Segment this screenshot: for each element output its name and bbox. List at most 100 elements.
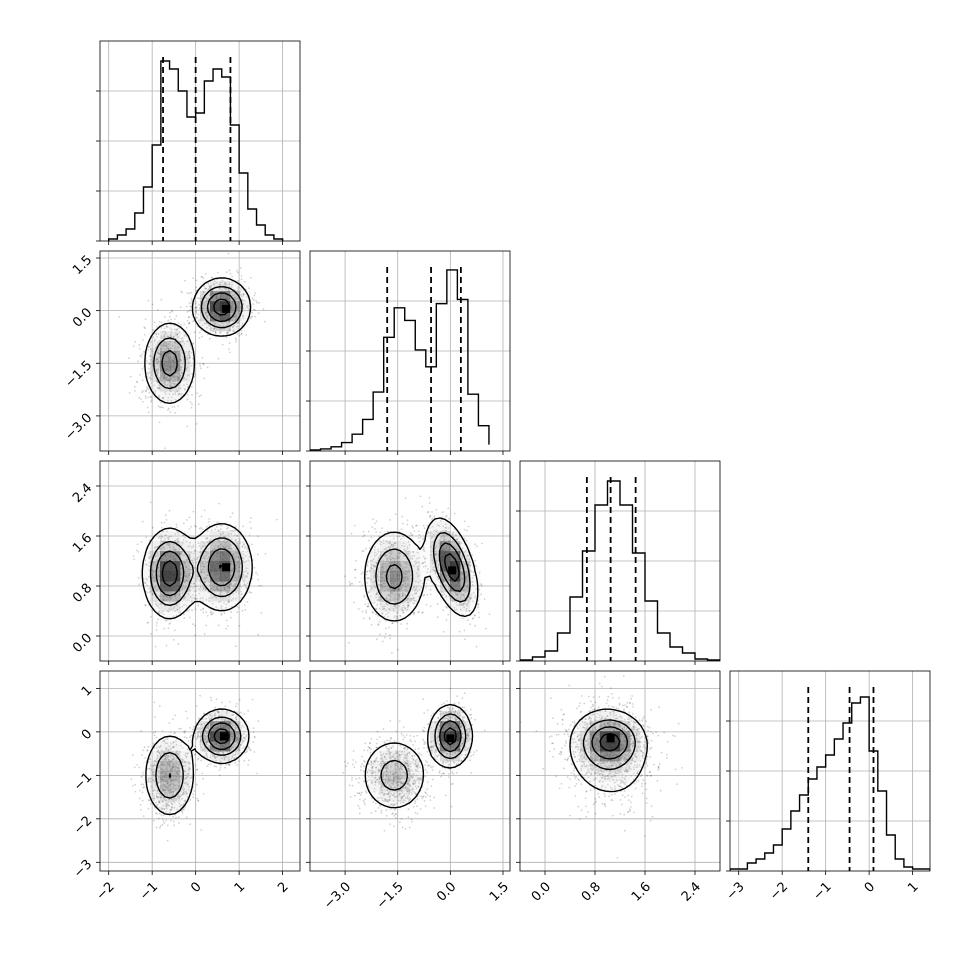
scatter-point	[435, 546, 437, 549]
scatter-point	[243, 584, 246, 586]
scatter-point	[143, 333, 146, 336]
scatter-point	[392, 610, 395, 612]
density-cell	[170, 331, 181, 342]
scatter-point	[445, 596, 448, 598]
scatter-point	[257, 633, 259, 636]
scatter-point	[251, 297, 254, 300]
contour-level-1	[153, 286, 243, 390]
scatter-point	[230, 611, 233, 614]
scatter-point	[422, 562, 424, 564]
density-cell	[150, 601, 161, 612]
scatter-point	[375, 596, 378, 599]
scatter-point	[139, 354, 141, 357]
scatter-point	[157, 605, 160, 607]
scatter-point	[174, 318, 176, 320]
scatter-point	[156, 356, 159, 358]
scatter-point	[139, 374, 141, 376]
scatter-point	[219, 593, 222, 596]
scatter-point	[170, 334, 172, 336]
scatter-point	[387, 546, 390, 548]
scatter-point	[163, 547, 166, 550]
scatter-point	[455, 608, 458, 611]
scatter-point	[242, 525, 245, 528]
scatter-point	[202, 363, 205, 366]
scatter-point	[151, 609, 154, 612]
scatter-point	[448, 595, 451, 598]
scatter-point	[218, 502, 220, 505]
scatter-point	[175, 549, 177, 551]
scatter-point	[175, 526, 178, 528]
scatter-point	[151, 350, 154, 352]
density-cell	[240, 301, 251, 312]
scatter-point	[156, 604, 158, 607]
density-cell	[190, 321, 201, 332]
scatter-point	[169, 381, 172, 383]
density-cell	[150, 611, 161, 622]
scatter-point	[414, 592, 416, 595]
scatter-point	[263, 320, 266, 323]
scatter-point	[169, 384, 172, 386]
scatter-point	[368, 569, 371, 572]
scatter-point	[174, 412, 177, 414]
scatter-point	[195, 306, 198, 308]
scatter-point	[207, 282, 210, 285]
scatter-point	[433, 570, 436, 572]
scatter-point	[180, 371, 183, 374]
scatter-point	[189, 556, 191, 558]
scatter-point	[230, 583, 233, 585]
scatter-point	[451, 592, 453, 594]
scatter-point	[189, 309, 192, 311]
scatter-point	[204, 581, 207, 584]
scatter-point	[160, 521, 163, 524]
scatter-point	[222, 322, 224, 325]
scatter-point	[456, 538, 459, 541]
scatter-point	[174, 610, 177, 612]
scatter-point	[219, 600, 222, 603]
scatter-point	[445, 530, 448, 532]
scatter-point	[175, 329, 178, 331]
scatter-point	[160, 336, 163, 339]
scatter-point	[148, 568, 151, 571]
scatter-point	[188, 356, 191, 359]
scatter-point	[152, 794, 155, 797]
scatter-point	[445, 514, 448, 517]
scatter-point	[156, 359, 159, 361]
scatter-point	[148, 363, 151, 365]
scatter-point	[156, 361, 159, 364]
scatter-point	[169, 622, 172, 624]
density-cell	[400, 601, 411, 612]
scatter-point	[223, 612, 226, 615]
scatter-point	[375, 593, 378, 595]
density-cell	[140, 591, 151, 602]
density-cell	[170, 611, 181, 622]
scatter-point	[477, 603, 480, 605]
scatter-point	[181, 338, 183, 340]
scatter-point	[159, 385, 161, 387]
scatter-point	[186, 558, 188, 561]
scatter-point	[253, 294, 256, 297]
scatter-point	[238, 334, 241, 337]
scatter-point	[239, 584, 241, 587]
scatter-point	[168, 544, 170, 547]
scatter-point	[372, 558, 375, 560]
scatter-point	[388, 626, 390, 629]
scatter-point	[207, 324, 210, 327]
scatter-point	[205, 599, 208, 601]
scatter-point	[204, 737, 206, 740]
scatter-point	[466, 554, 469, 557]
scatter-point	[190, 585, 192, 588]
density-cell	[220, 311, 231, 322]
scatter-point	[409, 532, 412, 534]
scatter-point	[227, 322, 230, 324]
scatter-point	[189, 356, 191, 359]
scatter-point	[456, 594, 459, 597]
scatter-point	[468, 610, 471, 612]
scatter-point	[417, 565, 420, 568]
scatter-point	[451, 533, 454, 536]
scatter-point	[423, 593, 426, 596]
scatter-point	[146, 579, 149, 581]
density-cell	[190, 601, 201, 612]
scatter-point	[376, 574, 379, 576]
scatter-point	[147, 299, 150, 302]
scatter-point	[195, 306, 198, 309]
